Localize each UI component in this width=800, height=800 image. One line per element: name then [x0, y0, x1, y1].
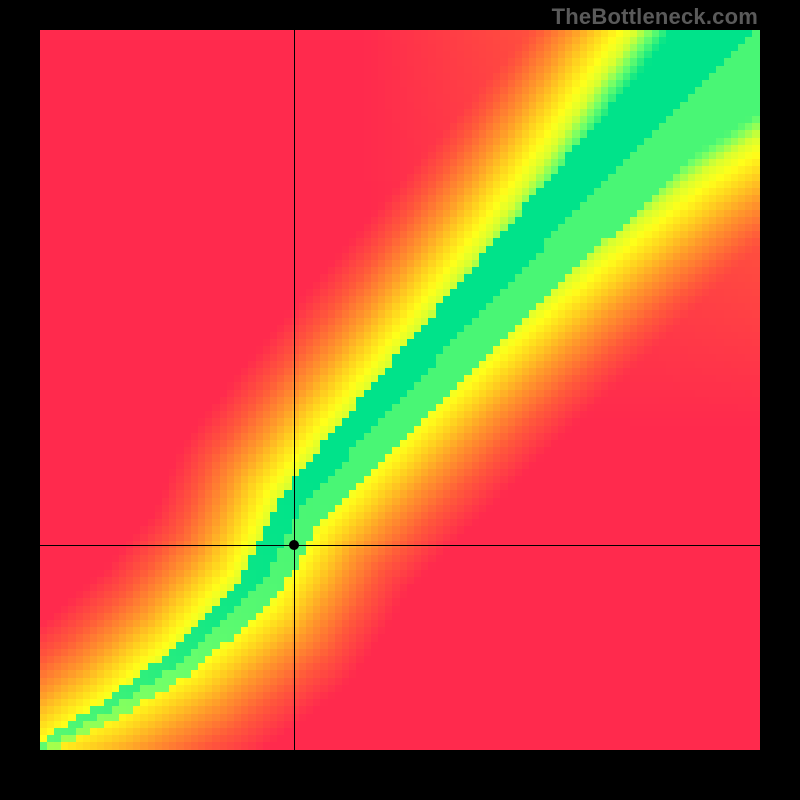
- watermark-text: TheBottleneck.com: [552, 4, 758, 30]
- crosshair-horizontal: [40, 545, 760, 546]
- crosshair-vertical: [294, 30, 295, 750]
- bottleneck-heatmap: [40, 30, 760, 750]
- heatmap-canvas: [40, 30, 760, 750]
- selection-marker: [289, 540, 299, 550]
